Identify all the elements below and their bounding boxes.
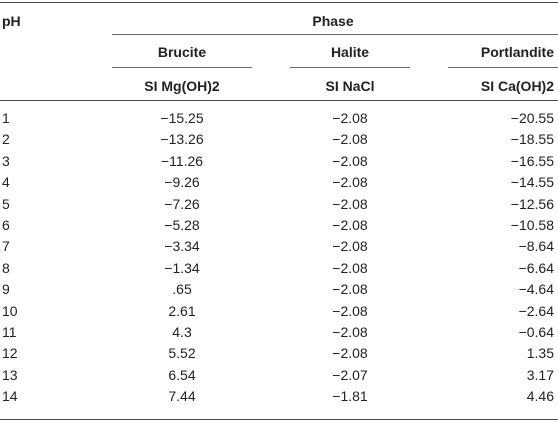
row-si-na: −2.08 — [332, 196, 368, 212]
row-si-na: −1.81 — [332, 388, 368, 404]
header-brucite: Brucite — [157, 44, 207, 60]
row-si-ca: −10.58 — [510, 217, 554, 233]
row-si-ca: −14.55 — [510, 174, 554, 190]
row-si-mg: .65 — [172, 281, 192, 297]
row-si-mg: 7.44 — [168, 388, 196, 404]
row-si-ca: −4.64 — [518, 281, 554, 297]
row-ph: 4 — [2, 174, 10, 190]
row-si-na: −2.08 — [332, 281, 368, 297]
row-si-na: −2.08 — [332, 153, 368, 169]
row-ph: 8 — [2, 260, 10, 276]
header-si-na: SI NaCl — [325, 78, 375, 94]
portlandite-rule — [448, 67, 558, 68]
row-si-ca: 4.46 — [526, 388, 554, 404]
row-si-mg: −11.26 — [160, 153, 204, 169]
row-si-ca: −18.55 — [510, 131, 554, 147]
row-ph: 6 — [2, 217, 10, 233]
row-si-ca: 1.35 — [526, 345, 554, 361]
row-ph: 12 — [2, 345, 18, 361]
phase-rule — [112, 34, 558, 35]
row-si-mg: −15.25 — [160, 110, 204, 126]
row-ph: 14 — [2, 388, 18, 404]
row-ph: 11 — [2, 324, 17, 340]
row-si-mg: 6.54 — [168, 367, 196, 383]
row-si-na: −2.08 — [332, 260, 368, 276]
header-halite: Halite — [330, 44, 370, 60]
row-si-na: −2.08 — [332, 303, 368, 319]
row-si-na: −2.08 — [332, 110, 368, 126]
row-ph: 5 — [2, 196, 10, 212]
header-si-ca: SI Ca(OH)2 — [480, 78, 554, 94]
row-si-na: −2.08 — [332, 238, 368, 254]
header-ph: pH — [2, 13, 21, 29]
row-si-ca: −20.55 — [510, 110, 554, 126]
row-ph: 2 — [2, 131, 10, 147]
row-ph: 13 — [2, 367, 18, 383]
row-si-mg: −7.26 — [164, 196, 200, 212]
header-portlandite: Portlandite — [480, 44, 554, 60]
top-rule — [0, 2, 558, 3]
row-ph: 1 — [2, 110, 10, 126]
row-si-mg: 5.52 — [168, 345, 196, 361]
header-si-mg: SI Mg(OH)2 — [144, 78, 220, 94]
brucite-rule — [112, 67, 252, 68]
row-si-mg: −3.34 — [164, 238, 200, 254]
row-si-mg: 4.3 — [172, 324, 192, 340]
row-si-na: −2.08 — [332, 131, 368, 147]
halite-rule — [290, 67, 410, 68]
row-si-na: −2.07 — [332, 367, 368, 383]
header-rule — [0, 100, 558, 101]
row-si-na: −2.08 — [332, 324, 368, 340]
row-ph: 7 — [2, 238, 10, 254]
header-phase: Phase — [312, 13, 354, 29]
row-si-mg: −5.28 — [164, 217, 200, 233]
row-si-na: −2.08 — [332, 174, 368, 190]
row-si-ca: 3.17 — [526, 367, 554, 383]
row-si-ca: −12.56 — [510, 196, 554, 212]
row-si-ca: −8.64 — [518, 238, 554, 254]
bottom-rule — [0, 419, 558, 420]
row-si-na: −2.08 — [332, 217, 368, 233]
row-si-na: −2.08 — [332, 345, 368, 361]
row-si-ca: −16.55 — [510, 153, 554, 169]
row-ph: 3 — [2, 153, 10, 169]
row-si-mg: −1.34 — [164, 260, 200, 276]
row-ph: 10 — [2, 303, 18, 319]
row-si-ca: −6.64 — [518, 260, 554, 276]
row-si-mg: −9.26 — [164, 174, 200, 190]
row-ph: 9 — [2, 281, 10, 297]
row-si-mg: 2.61 — [168, 303, 196, 319]
row-si-ca: −2.64 — [518, 303, 554, 319]
row-si-ca: −0.64 — [518, 324, 554, 340]
row-si-mg: −13.26 — [160, 131, 204, 147]
